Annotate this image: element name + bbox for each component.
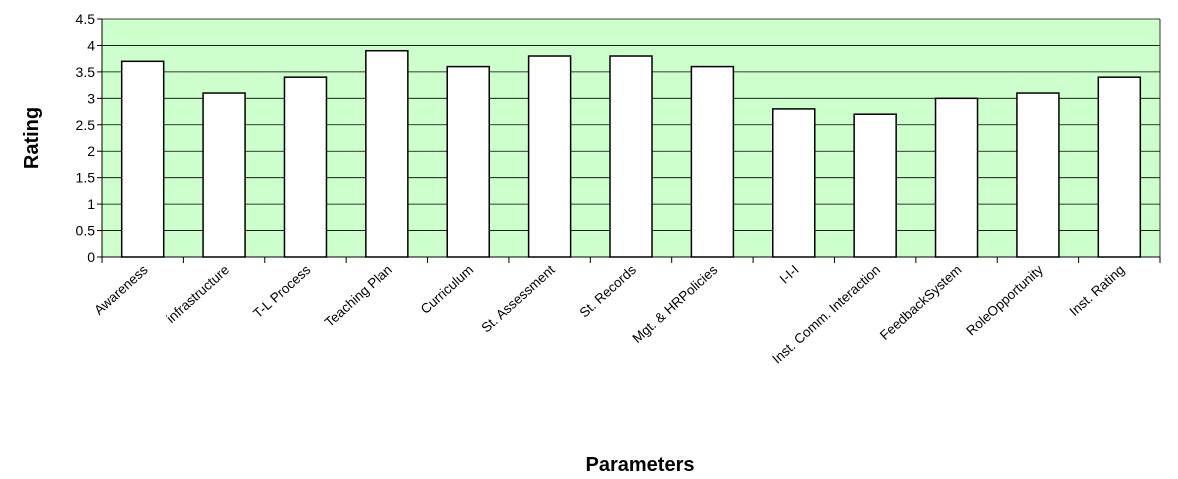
bar <box>609 55 653 258</box>
bar <box>853 113 897 258</box>
y-tick-label: 0 <box>87 249 95 265</box>
x-tick-label: RoleOpportunity <box>963 262 1046 339</box>
bar <box>1016 92 1060 258</box>
x-tick-label: FeedbackSystem <box>877 262 965 343</box>
x-tick-label: Awareness <box>91 262 151 318</box>
y-tick-label: 2 <box>87 143 95 159</box>
y-tick-label: 3.5 <box>76 64 96 80</box>
x-tick-label: Teaching Plan <box>322 262 395 330</box>
x-tick-label: Curriculum <box>418 262 477 317</box>
x-tick-label: T-L Process <box>250 262 313 321</box>
x-tick-label: infrastructure <box>164 262 233 326</box>
bar <box>283 76 328 258</box>
bar <box>365 49 409 258</box>
bar <box>772 108 816 258</box>
y-tick-label: 3 <box>87 90 95 106</box>
x-tick-label: Inst. Rating <box>1067 262 1128 319</box>
x-tick-label: Mgt. & HRPolicies <box>630 262 721 346</box>
bar <box>446 65 490 258</box>
y-tick-label: 1.5 <box>76 170 96 186</box>
x-axis-title: Parameters <box>586 454 695 476</box>
x-tick-label: St. Records <box>577 262 640 321</box>
bar <box>120 60 165 258</box>
bar <box>1097 76 1142 258</box>
y-tick-label: 1 <box>87 196 95 212</box>
y-tick-label: 2.5 <box>76 117 96 133</box>
x-tick-label: St. Assessment <box>478 262 557 336</box>
bar <box>934 97 979 258</box>
bar <box>202 92 246 258</box>
y-tick-label: 4 <box>87 37 95 53</box>
y-tick-label: 4.5 <box>76 11 96 27</box>
bar <box>690 65 735 258</box>
y-axis-title: Rating <box>21 107 43 169</box>
x-tick-label: I-I-I <box>777 262 802 287</box>
bar <box>527 55 572 258</box>
y-tick-label: 0.5 <box>76 223 96 239</box>
